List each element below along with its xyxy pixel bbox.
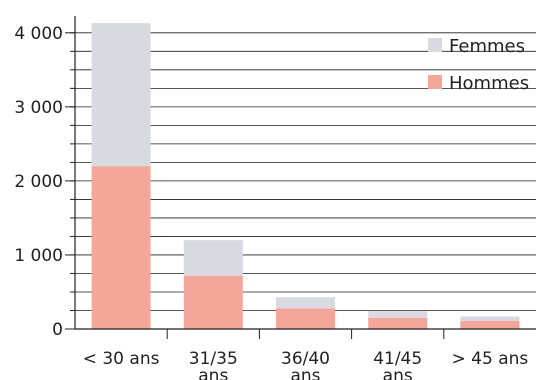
x-tick-label: < 30 ans (83, 349, 160, 369)
legend: Femmes Hommes (428, 36, 529, 94)
legend-label: Femmes (449, 36, 525, 57)
bar-segment (91, 166, 151, 329)
x-tick-label: > 45 ans (452, 349, 529, 369)
bars (91, 23, 520, 329)
gridlines (75, 32, 536, 311)
bar-segment (183, 275, 243, 329)
y-tick-label: 4 000 (14, 24, 63, 44)
bar-segment (368, 311, 428, 318)
axes: 0 1 000 2 000 3 000 4 000 < 30 ans 31/35 ans 36/… (14, 16, 536, 380)
bar-segment (275, 308, 336, 329)
x-tick-label: 31/35 ans (189, 349, 238, 380)
legend-swatch (428, 38, 442, 52)
bar-segment (460, 320, 520, 329)
bar-segment (183, 240, 243, 276)
y-tick-label: 0 (52, 320, 63, 340)
y-tick-label: 2 000 (14, 172, 63, 192)
bar-segment (275, 297, 336, 309)
y-tick-label: 1 000 (14, 246, 63, 266)
bar-segment (91, 23, 151, 167)
bar-segment (460, 316, 520, 321)
y-tick-label: 3 000 (14, 98, 63, 118)
x-tick-label: 36/40 ans (281, 349, 330, 380)
x-tick-label: 41/45 ans (373, 349, 422, 380)
bar-segment (368, 317, 428, 329)
legend-swatch (428, 75, 442, 89)
legend-label: Hommes (449, 73, 529, 94)
